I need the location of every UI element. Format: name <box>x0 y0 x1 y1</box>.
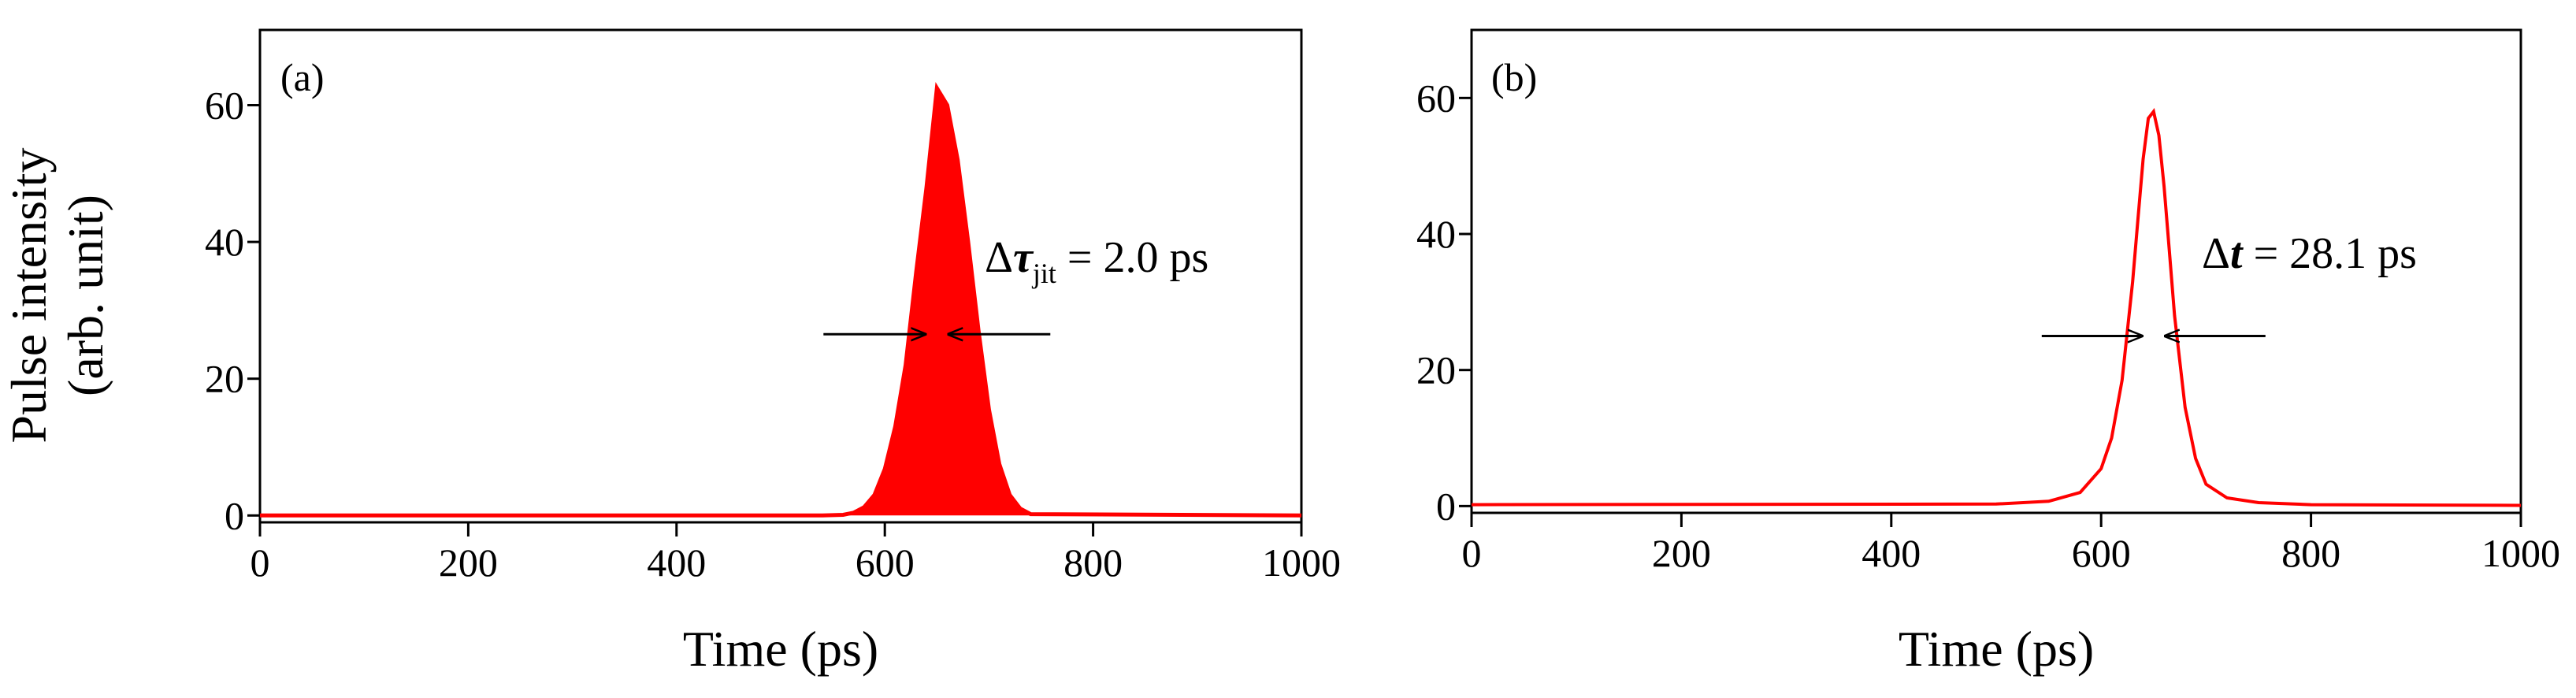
annotation-b-symbol: t <box>2230 229 2244 278</box>
y-tick-label-a-2: 40 <box>205 220 244 264</box>
jitter-band-fill-a <box>260 87 1301 516</box>
y-tick-label-b-1: 20 <box>1416 348 1456 392</box>
panel-a: 0 200 400 600 800 1000 0 20 40 60 (a) Δτjit = 2.0… <box>205 28 1341 677</box>
annotation-a-delta: Δ <box>985 233 1013 282</box>
x-tick-label-b-0: 0 <box>1462 531 1482 575</box>
panel-label-b: (b) <box>1491 55 1537 99</box>
x-tick-label-b-3: 600 <box>2072 531 2131 575</box>
annotation-b-value: = 28.1 ps <box>2243 229 2417 278</box>
ticks-b: 0 200 400 600 800 1000 0 20 40 60 <box>1416 76 2560 575</box>
pulse-curve-b <box>1471 108 2522 507</box>
x-tick-label-b-4: 800 <box>2281 531 2340 575</box>
y-tick-label-b-2: 40 <box>1416 212 1456 256</box>
y-tick-label-b-0: 0 <box>1436 484 1456 528</box>
annotation-a-value: = 2.0 ps <box>1056 233 1208 282</box>
annotation-b-delta: Δ <box>2202 229 2230 278</box>
y-axis-unit: (arb. unit) <box>58 195 113 396</box>
pulse-curve-a <box>260 82 1302 518</box>
x-tick-label-b-2: 400 <box>1861 531 1921 575</box>
annotation-a-subscript: jit <box>1031 258 1056 289</box>
ticks-a: 0 200 400 600 800 1000 0 20 40 60 <box>205 83 1341 585</box>
x-axis-title-a: Time (ps) <box>683 621 878 677</box>
x-tick-label-a-4: 800 <box>1063 540 1123 585</box>
annotation-a-symbol: τ <box>1013 233 1034 282</box>
panel-label-a: (a) <box>280 55 325 99</box>
y-tick-label-b-3: 60 <box>1416 76 1456 120</box>
x-tick-label-a-0: 0 <box>251 540 270 585</box>
annotation-b: Δt = 28.1 ps <box>2202 229 2417 278</box>
x-tick-label-b-5: 1000 <box>2481 531 2560 575</box>
x-axis-title-b: Time (ps) <box>1899 621 2094 677</box>
x-tick-label-a-2: 400 <box>647 540 706 585</box>
x-tick-label-a-3: 600 <box>856 540 915 585</box>
panel-b: 0 200 400 600 800 1000 0 20 40 60 (b) Δt = 28.1 p… <box>1416 28 2560 677</box>
plot-frame-b <box>1470 28 2522 514</box>
y-tick-label-a-1: 20 <box>205 357 244 401</box>
x-tick-label-a-5: 1000 <box>1262 540 1341 585</box>
y-tick-label-a-3: 60 <box>205 83 244 127</box>
x-tick-label-a-1: 200 <box>439 540 498 585</box>
y-axis-title: Pulse intensity <box>1 147 57 443</box>
annotation-a: Δτjit = 2.0 ps <box>985 233 1208 289</box>
plot-frame-a <box>258 28 1303 524</box>
y-tick-label-a-0: 0 <box>225 493 244 537</box>
jitter-band-a <box>260 87 1301 516</box>
x-tick-label-b-1: 200 <box>1652 531 1711 575</box>
